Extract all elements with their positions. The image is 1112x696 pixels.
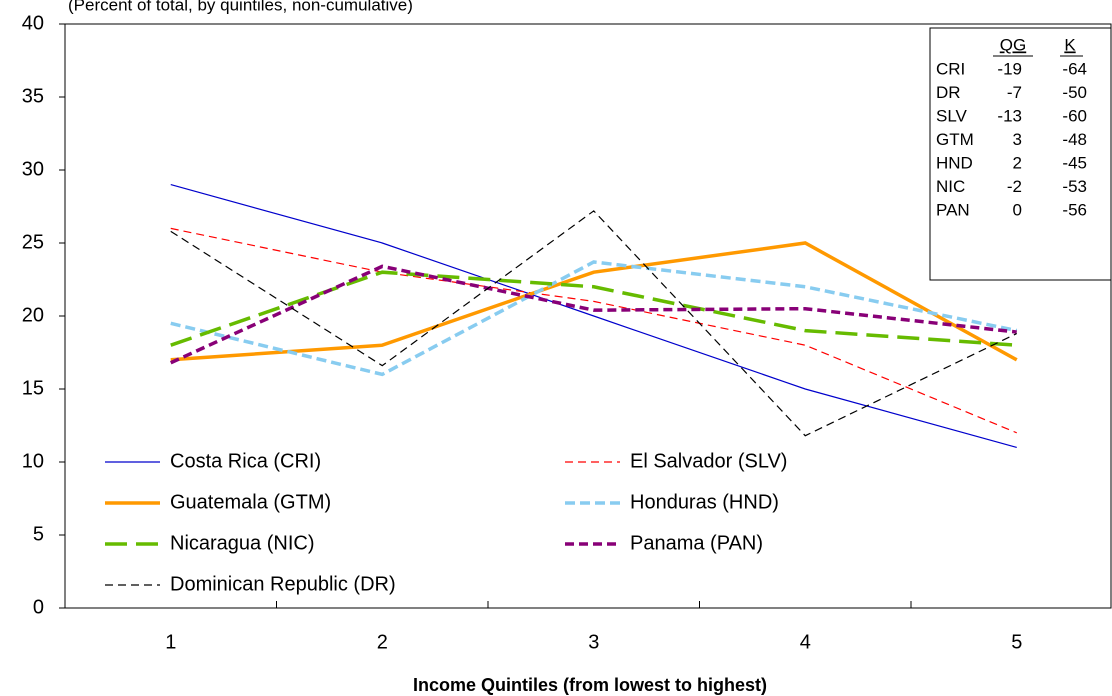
y-tick-label: 30	[22, 158, 44, 180]
table-header: K	[1064, 35, 1076, 54]
legend-label: Honduras (HND)	[630, 491, 779, 513]
x-tick-label: 3	[588, 631, 599, 653]
table-cell: -48	[1062, 130, 1087, 149]
y-tick-label: 10	[22, 450, 44, 472]
legend-label: Costa Rica (CRI)	[170, 450, 321, 472]
table-cell: -60	[1062, 106, 1087, 125]
x-tick-label: 1	[165, 631, 176, 653]
legend-label: Panama (PAN)	[630, 532, 763, 554]
table-cell: -45	[1062, 153, 1087, 172]
table-cell: 0	[1013, 200, 1022, 219]
table-cell: DR	[936, 83, 961, 102]
series-line	[170, 227, 1017, 434]
y-tick-label: 40	[22, 12, 44, 34]
x-tick-label: 5	[1011, 631, 1022, 653]
table-cell: -7	[1007, 83, 1022, 102]
x-tick-label: 2	[377, 631, 388, 653]
table-cell: -13	[997, 106, 1022, 125]
table-cell: HND	[936, 153, 973, 172]
table-cell: 2	[1013, 153, 1022, 172]
table-cell: SLV	[936, 106, 968, 125]
chart-subtitle: (Percent of total, by quintiles, non-cum…	[68, 0, 413, 14]
table-cell: -64	[1062, 59, 1087, 78]
table-header: QG	[1000, 35, 1026, 54]
y-tick-label: 0	[33, 596, 44, 618]
table-cell: NIC	[936, 177, 965, 196]
table-cell: PAN	[936, 200, 970, 219]
table-cell: GTM	[936, 130, 974, 149]
legend-label: Nicaragua (NIC)	[170, 532, 314, 554]
table-cell: 3	[1013, 130, 1022, 149]
x-axis-label: Income Quintiles (from lowest to highest…	[413, 675, 767, 695]
y-tick-label: 35	[22, 85, 44, 107]
x-tick-label: 4	[800, 631, 811, 653]
table-box	[929, 27, 1112, 281]
y-tick-label: 5	[33, 523, 44, 545]
legend-label: Guatemala (GTM)	[170, 491, 331, 513]
series-line	[170, 270, 1017, 347]
series-line	[170, 210, 1018, 437]
series-line	[170, 264, 1017, 365]
series-line	[170, 184, 1017, 448]
table-cell: -56	[1062, 200, 1087, 219]
legend-label: El Salvador (SLV)	[630, 450, 787, 472]
y-tick-label: 15	[22, 377, 44, 399]
y-tick-label: 20	[22, 304, 44, 326]
table-cell: CRI	[936, 59, 965, 78]
series-line	[170, 241, 1018, 362]
table-cell: -53	[1062, 177, 1087, 196]
table-cell: -2	[1007, 177, 1022, 196]
series-line	[170, 260, 1018, 377]
y-tick-label: 25	[22, 231, 44, 253]
legend-label: Dominican Republic (DR)	[170, 573, 396, 595]
table-cell: -50	[1062, 83, 1087, 102]
table-cell: -19	[997, 59, 1022, 78]
